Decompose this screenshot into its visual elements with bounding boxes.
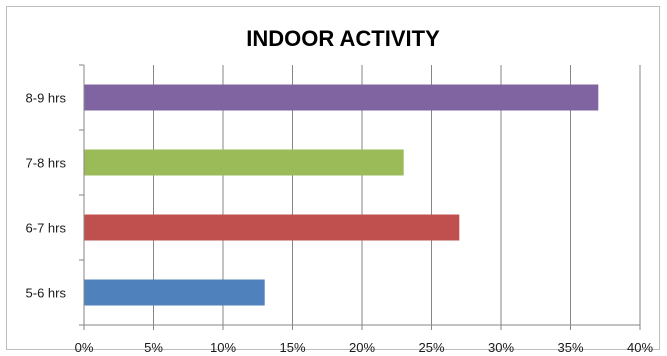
bar-7-8-hrs	[84, 149, 404, 176]
x-tick-label: 15%	[279, 340, 305, 355]
x-tick-label: 20%	[349, 340, 375, 355]
bar-6-7-hrs	[84, 214, 460, 241]
axes	[79, 64, 641, 330]
y-tick-label: 5-6 hrs	[26, 286, 67, 301]
x-tick-label: 0%	[75, 340, 94, 355]
chart-title: INDOOR ACTIVITY	[246, 26, 440, 51]
x-tick-label: 10%	[210, 340, 236, 355]
bars	[84, 84, 599, 306]
y-tick-label: 8-9 hrs	[26, 91, 67, 106]
x-tick-label: 5%	[144, 340, 163, 355]
bar-5-6-hrs	[84, 279, 265, 306]
x-tick-label: 35%	[557, 340, 583, 355]
y-tick-label: 6-7 hrs	[26, 221, 67, 236]
tick-labels: 0% 5% 10% 15% 20% 25% 30% 35% 40% 5-6 hrs 6-7 hrs 7…	[26, 91, 654, 356]
x-tick-label: 40%	[627, 340, 653, 355]
y-tick-label: 7-8 hrs	[26, 156, 67, 171]
bar-8-9-hrs	[84, 84, 599, 111]
x-tick-label: 25%	[418, 340, 444, 355]
x-tick-label: 30%	[488, 340, 514, 355]
